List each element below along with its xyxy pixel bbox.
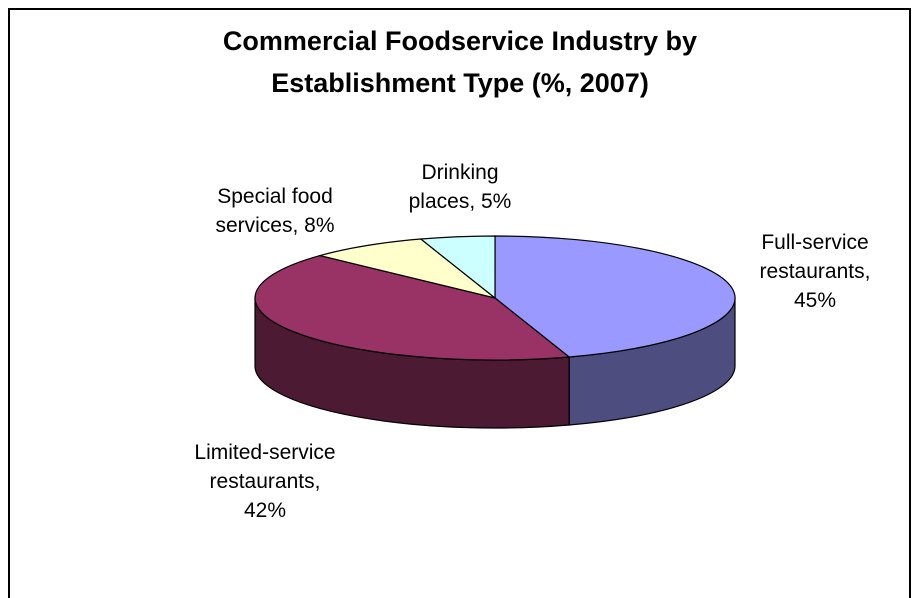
chart-title-line-2: Establishment Type (%, 2007) <box>271 68 649 98</box>
chart-title: Commercial Foodservice Industry by Estab… <box>0 20 920 104</box>
label-full-service: Full-service restaurants, 45% <box>759 231 871 312</box>
label-drinking-places: Drinking places, 5% <box>408 161 512 213</box>
pie-slice-1 <box>254 254 571 361</box>
label-limited-service: Limited-service restaurants, 42% <box>194 441 336 522</box>
pie-slice-2 <box>317 238 496 299</box>
label-special-food-services: Special food services, 8% <box>215 185 335 237</box>
pie-slice-0 <box>494 235 736 358</box>
pie-slice-3 <box>419 235 496 300</box>
chart-title-line-1: Commercial Foodservice Industry by <box>222 26 698 56</box>
